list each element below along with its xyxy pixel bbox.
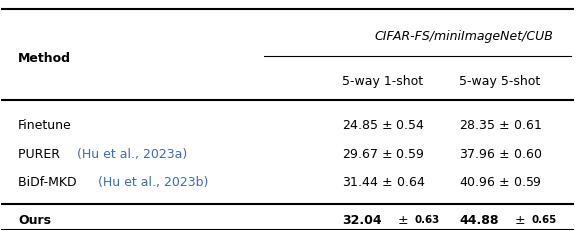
Text: 37.96 $\pm$ 0.60: 37.96 $\pm$ 0.60 [460,147,543,160]
Text: 0.63: 0.63 [414,214,439,224]
Text: (Hu et al., 2023a): (Hu et al., 2023a) [77,147,187,160]
Text: CIFAR-FS/miniImageNet/CUB: CIFAR-FS/miniImageNet/CUB [375,30,553,43]
Text: Method: Method [18,52,71,65]
Text: 32.04: 32.04 [342,213,381,226]
Text: 44.88: 44.88 [460,213,499,226]
Text: 24.85 $\pm$ 0.54: 24.85 $\pm$ 0.54 [342,118,425,131]
Text: 40.96 $\pm$ 0.59: 40.96 $\pm$ 0.59 [460,176,542,188]
Text: Ours: Ours [18,213,51,226]
Text: 0.65: 0.65 [532,214,557,224]
Text: PURER: PURER [18,147,64,160]
Text: (Hu et al., 2023b): (Hu et al., 2023b) [98,176,209,188]
Text: $\pm$: $\pm$ [392,213,409,226]
Text: 31.44 $\pm$ 0.64: 31.44 $\pm$ 0.64 [342,176,425,188]
Text: 29.67 $\pm$ 0.59: 29.67 $\pm$ 0.59 [342,147,424,160]
Text: Finetune: Finetune [18,118,72,131]
Text: 28.35 $\pm$ 0.61: 28.35 $\pm$ 0.61 [460,118,542,131]
Text: 5-way 1-shot: 5-way 1-shot [342,75,423,88]
Text: BiDf-MKD: BiDf-MKD [18,176,80,188]
Text: 5-way 5-shot: 5-way 5-shot [460,75,540,88]
Text: $\pm$: $\pm$ [510,213,527,226]
